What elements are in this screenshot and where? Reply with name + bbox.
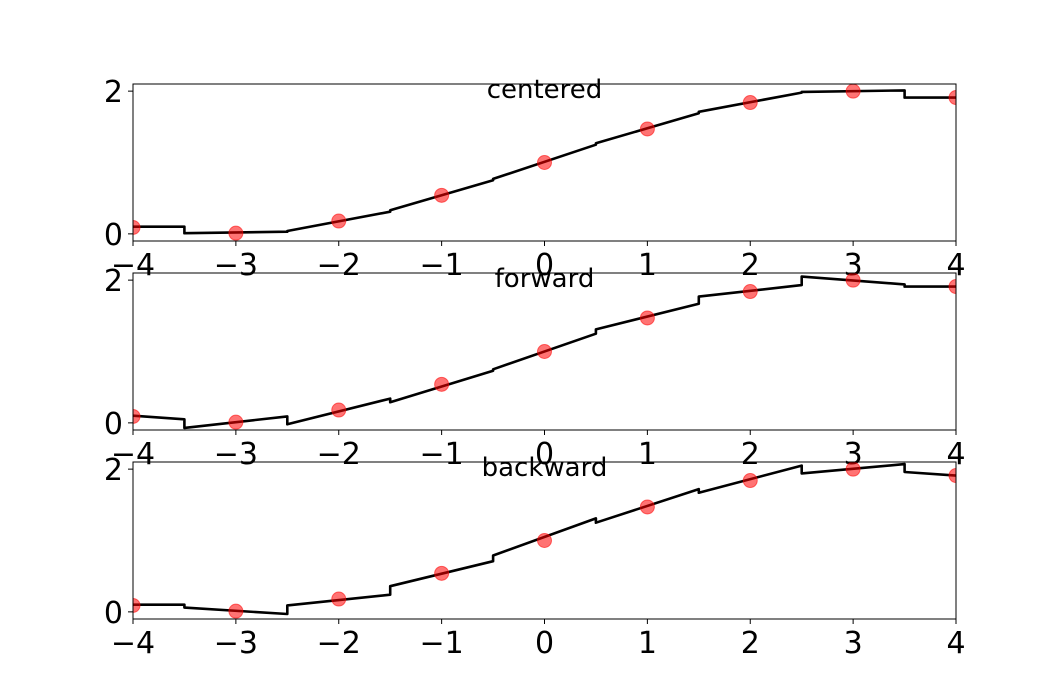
x-tick-label: −3 <box>214 626 258 661</box>
x-tick-label: 4 <box>946 626 965 661</box>
y-tick-label: 0 <box>104 596 123 631</box>
x-tick-label: 4 <box>946 248 965 283</box>
data-point <box>845 273 861 288</box>
data-point <box>228 414 244 430</box>
data-point <box>331 591 347 607</box>
data-point <box>537 344 552 359</box>
subplot-title: backward <box>482 453 608 483</box>
x-tick-label: 1 <box>638 626 657 661</box>
x-tick-label: −4 <box>111 626 155 661</box>
x-tick-label: −1 <box>420 626 464 661</box>
x-tick-label: 1 <box>638 437 657 472</box>
x-tick-label: 2 <box>741 626 760 661</box>
data-point <box>133 408 141 424</box>
y-tick-label: 2 <box>104 264 123 299</box>
subplot-centered: −4 −3 −2 −1 0 1 2 3 402 centered <box>104 75 966 283</box>
x-tick-label: 0 <box>535 626 554 661</box>
data-point <box>742 473 758 489</box>
data-point <box>133 597 141 613</box>
x-tick-label: 4 <box>946 437 965 472</box>
x-tick-label: −2 <box>317 437 361 472</box>
data-point <box>742 284 758 300</box>
data-point <box>639 121 655 137</box>
x-tick-label: −2 <box>317 248 361 283</box>
data-point <box>331 213 347 229</box>
data-point <box>228 225 244 241</box>
data-point <box>845 84 861 99</box>
plot-area <box>133 273 956 430</box>
data-point <box>434 565 450 581</box>
x-tick-label: 0 <box>535 437 554 472</box>
subplot-title: forward <box>495 264 595 294</box>
data-point <box>537 155 552 170</box>
data-point <box>948 90 956 106</box>
x-tick-label: 1 <box>638 248 657 283</box>
data-point <box>228 603 244 619</box>
x-tick-label: −3 <box>214 248 258 283</box>
plot-area <box>133 462 956 619</box>
data-point <box>537 533 552 548</box>
data-point <box>639 310 655 326</box>
data-point <box>133 219 141 235</box>
y-tick-label: 2 <box>104 453 123 488</box>
data-point <box>639 499 655 515</box>
data-point <box>434 376 450 392</box>
subplot-backward: −4 −3 −2 −1 0 1 2 3 4 0 2 backward <box>104 453 966 661</box>
x-tick-label: 2 <box>741 248 760 283</box>
y-tick-label: 2 <box>104 75 123 110</box>
y-tick-label: 0 <box>104 218 123 253</box>
x-tick-label: 0 <box>535 248 554 283</box>
x-tick-label: −1 <box>420 248 464 283</box>
x-tick-label: 3 <box>844 626 863 661</box>
y-tick-label: 0 <box>104 407 123 442</box>
x-tick-label: −1 <box>420 437 464 472</box>
data-point <box>948 468 956 484</box>
data-point <box>845 462 861 477</box>
x-tick-label: 3 <box>844 248 863 283</box>
data-point <box>742 95 758 111</box>
x-tick-label: 3 <box>844 437 863 472</box>
data-point <box>434 187 450 203</box>
subplot-forward: −4 −3 −2 −1 0 1 2 3 402 forward <box>104 264 966 472</box>
data-point <box>331 402 347 418</box>
x-tick-label: −2 <box>317 626 361 661</box>
subplot-title: centered <box>487 75 603 105</box>
plot-area <box>133 84 956 241</box>
x-tick-label: 2 <box>741 437 760 472</box>
x-tick-label: −3 <box>214 437 258 472</box>
data-point <box>948 279 956 295</box>
